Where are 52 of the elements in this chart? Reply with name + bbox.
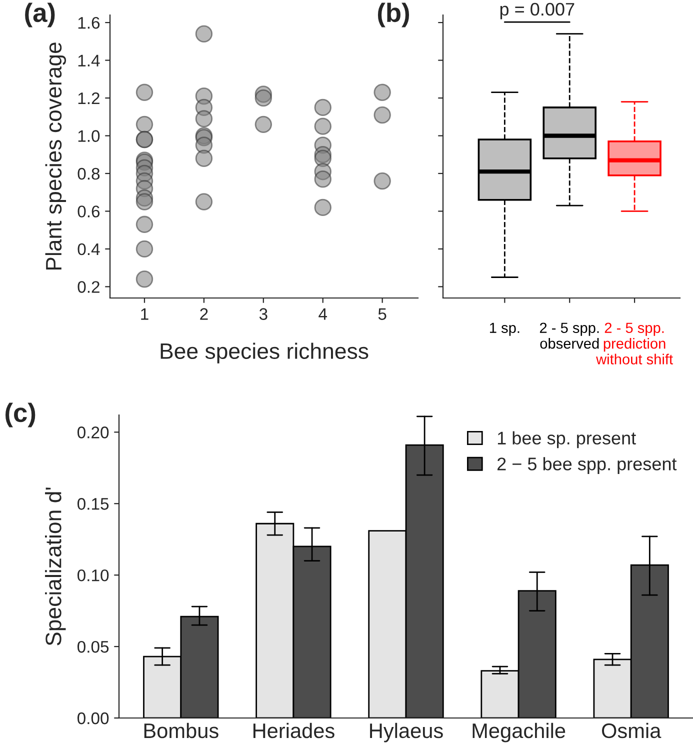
- point: [136, 240, 154, 258]
- point: [254, 89, 272, 107]
- x-tick-label: 4: [318, 308, 328, 320]
- y-tick-label: 0.4: [78, 243, 100, 256]
- y-tick-label: 0.10: [77, 569, 109, 582]
- point: [136, 216, 154, 234]
- x-tick-label: Bombus: [144, 722, 218, 738]
- y-tick-label: 1.6: [78, 16, 100, 29]
- y-tick-label: 0.20: [77, 426, 109, 438]
- legend-label: 1 bee sp. present: [498, 431, 636, 448]
- x-tick-label: 1 sp.: [490, 322, 520, 336]
- point: [314, 198, 332, 216]
- point: [254, 116, 272, 134]
- text: (a): [25, 2, 55, 28]
- y-tick-label: 0.05: [77, 640, 109, 653]
- legend-label: 2 − 5 bee spp. present: [497, 457, 677, 474]
- point: [314, 170, 332, 188]
- x-tick-label: Heriades: [253, 722, 334, 738]
- text: (c): [6, 402, 36, 428]
- point: [374, 172, 391, 190]
- x-tick-label: 1: [141, 308, 148, 320]
- y-tick-label: 0.15: [77, 498, 109, 510]
- annotation: (b): [378, 2, 410, 28]
- y-tick-label: 1.2: [78, 92, 100, 104]
- y-axis-title: Plant species coverage: [45, 42, 66, 270]
- y-axis-title: Specialization d': [45, 488, 66, 646]
- point: [195, 25, 213, 42]
- point: [136, 84, 154, 101]
- y-tick-label: 1.4: [78, 54, 100, 66]
- point: [136, 193, 154, 210]
- y-tick-label: 0.00: [77, 712, 109, 724]
- y-tick-label: 0.6: [78, 206, 100, 218]
- y-tick-label: 0.2: [78, 281, 100, 293]
- y-tick-label: 0.8: [78, 168, 100, 180]
- point: [195, 193, 213, 210]
- x-tick-label: Hylaeus: [370, 722, 443, 742]
- point: [195, 150, 213, 167]
- y-tick-label: 1.0: [78, 130, 100, 142]
- point: [374, 84, 391, 101]
- point: [136, 116, 154, 134]
- x-tick-label: Osmia: [602, 722, 662, 738]
- x-tick-label: Megachile: [472, 722, 566, 742]
- x-tick-label: 5: [378, 308, 386, 320]
- x-tick-label: 2: [200, 308, 208, 320]
- point: [195, 110, 213, 128]
- x-axis-title: Bee species richness: [160, 342, 368, 364]
- annotation: p = 0.007: [500, 2, 574, 20]
- x-tick-label: 3: [259, 308, 268, 320]
- point: [314, 98, 332, 116]
- point: [136, 270, 154, 288]
- point: [314, 118, 332, 135]
- point: [374, 106, 391, 124]
